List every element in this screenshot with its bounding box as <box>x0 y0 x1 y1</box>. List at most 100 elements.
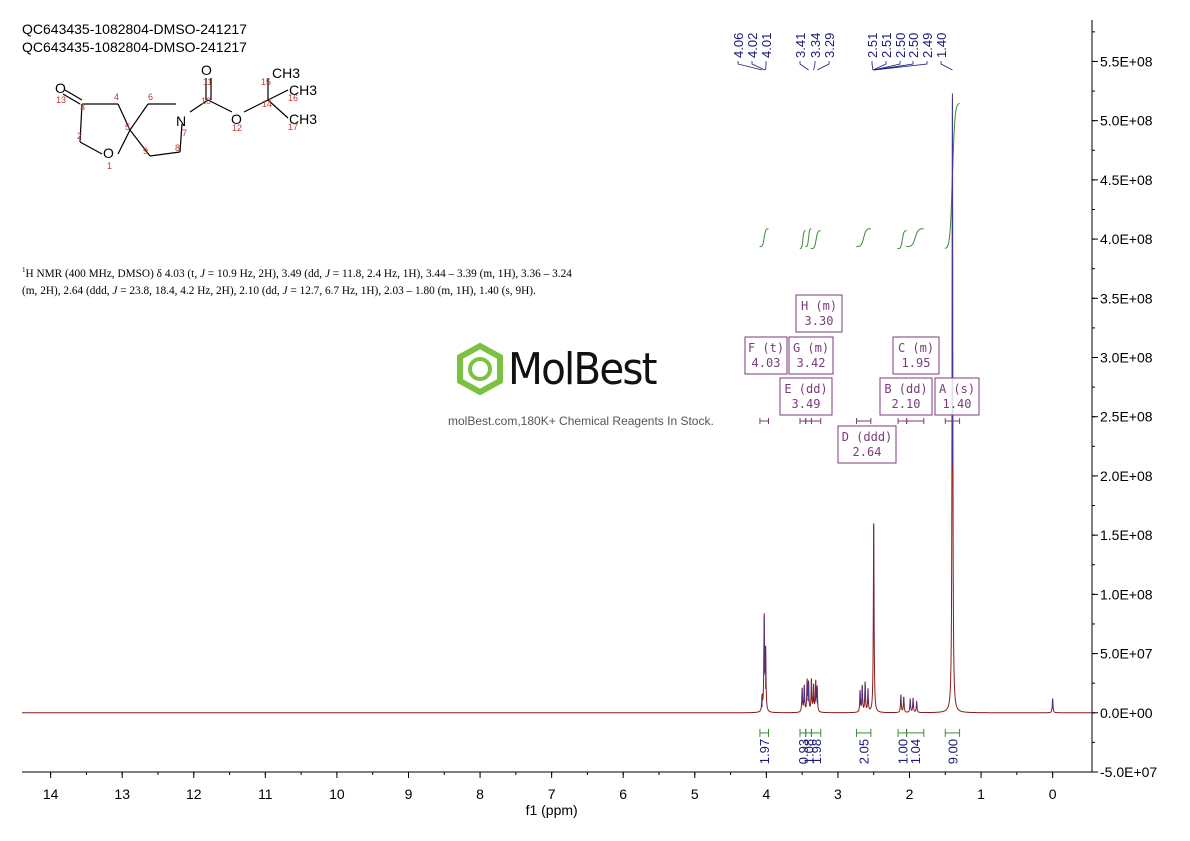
y-tick-label: 2.0E+08 <box>1100 468 1153 484</box>
peak-label: 4.06 <box>731 33 746 58</box>
x-tick-label: 12 <box>186 786 202 802</box>
molbest-logo-icon <box>457 342 503 396</box>
integral-curve <box>759 228 769 248</box>
peak-label: 2.49 <box>920 33 935 58</box>
x-tick-label: 3 <box>834 786 842 802</box>
molbest-logo-text: MolBest <box>508 344 658 395</box>
y-tick-label: 3.0E+08 <box>1100 350 1153 366</box>
atom-number: 2 <box>77 131 82 141</box>
multiplet-label: F (t) <box>748 341 784 355</box>
x-tick-label: 10 <box>329 786 345 802</box>
isotope-superscript: 1 <box>22 266 26 274</box>
peak-label: 3.34 <box>808 33 823 58</box>
multiplet-label: E (dd) <box>784 382 827 396</box>
plot-axes: 14 13 12 11 10 9 8 7 6 5 4 3 2 1 0f1 (ppm)-5.0E+070.0E… <box>22 20 1157 818</box>
coupling-j: J <box>199 267 205 280</box>
atom-number: 5 <box>125 122 130 132</box>
atom-number: 11 <box>203 77 212 87</box>
peak-label: 2.50 <box>893 33 908 58</box>
atom-number: 9 <box>143 146 148 156</box>
x-tick-label: 6 <box>619 786 627 802</box>
y-tick-label: 1.5E+08 <box>1100 527 1153 543</box>
multiplet-box <box>837 425 897 464</box>
x-axis-title: f1 (ppm) <box>526 802 578 818</box>
multiplet-shift: 3.30 <box>805 314 834 328</box>
integral-curve <box>805 228 812 248</box>
x-tick-label: 8 <box>476 786 484 802</box>
peak-label: 4.01 <box>759 33 774 58</box>
integral-curve <box>855 228 871 248</box>
multiplet-box <box>744 336 788 375</box>
y-tick-label: 5.5E+08 <box>1100 53 1153 69</box>
x-tick-label: 2 <box>906 786 914 802</box>
atom-label: N <box>176 113 186 129</box>
multiplet-label: B (dd) <box>884 382 927 396</box>
coupling-j: J <box>324 267 330 280</box>
multiplet-label: H (m) <box>801 299 837 313</box>
peak-leader-line <box>737 61 763 71</box>
integral-value: 0.93 <box>796 739 811 764</box>
atom-number: 15 <box>261 77 271 87</box>
peak-leader-line <box>799 61 809 71</box>
spectrum-trace <box>22 93 1092 714</box>
peak-leader-line <box>873 61 914 71</box>
multiplet-shift: 1.95 <box>902 356 931 370</box>
atom-label: CH3 <box>289 82 317 98</box>
atom-number: 1 <box>107 161 112 171</box>
multiplet-shift: 3.42 <box>797 356 826 370</box>
multiplet-shift: 2.64 <box>853 445 882 459</box>
y-tick-label: 4.5E+08 <box>1100 172 1153 188</box>
coupling-j: J <box>112 284 118 297</box>
y-tick-label: -5.0E+07 <box>1100 764 1157 780</box>
x-tick-label: 13 <box>114 786 130 802</box>
atom-number: 16 <box>288 93 298 103</box>
spectrum-header: QC643435-1082804-DMSO-241217 QC643435-10… <box>22 20 247 56</box>
atom-number: 6 <box>148 92 153 102</box>
peak-label: 3.41 <box>793 33 808 58</box>
atom-label: CH3 <box>272 65 300 81</box>
multiplet-label: C (m) <box>898 341 934 355</box>
y-tick-label: 2.5E+08 <box>1100 409 1153 425</box>
x-tick-label: 1 <box>977 786 985 802</box>
peak-leader-line <box>751 61 766 71</box>
peak-leader-line <box>871 61 874 71</box>
desc-segment: = 10.9 Hz, 2H), 3.49 (dd, <box>204 267 325 280</box>
y-tick-label: 1.0E+08 <box>1100 586 1153 602</box>
atom-number: 12 <box>232 123 242 133</box>
y-tick-label: 5.0E+07 <box>1100 646 1153 662</box>
peak-label-group: 4.06 4.02 4.01 3.41 3.34 3.29 2.51 2.51 2.502.50… <box>731 33 953 71</box>
multiplet-box <box>788 336 834 375</box>
atom-number: 14 <box>262 99 272 109</box>
multiplet-box <box>779 377 833 416</box>
peak-leader-line <box>874 61 928 71</box>
integral-curve <box>905 228 924 248</box>
multiplet-label: D (ddd) <box>842 430 893 444</box>
spectrum-line <box>22 97 1092 714</box>
molecule-structure <box>62 78 289 157</box>
atom-label: O <box>231 111 242 127</box>
peak-leader-line <box>873 61 901 71</box>
sample-id-line-2: QC643435-1082804-DMSO-241217 <box>22 39 247 55</box>
y-tick-label: 0.0E+00 <box>1100 705 1153 721</box>
integral-curves <box>759 102 960 250</box>
integral-value: 1.00 <box>895 739 910 764</box>
multiplet-box <box>879 377 933 416</box>
multiplet-label: G (m) <box>793 341 829 355</box>
atom-number: 7 <box>182 128 187 138</box>
integral-value: 2.05 <box>857 739 872 764</box>
peak-label: 1.40 <box>934 33 949 58</box>
multiplet-shift: 1.40 <box>943 397 972 411</box>
integral-value: 1.08 <box>802 739 817 764</box>
peak-label: 2.51 <box>879 33 894 58</box>
multiplet-shift: 4.03 <box>752 356 781 370</box>
integral-curve <box>799 230 806 250</box>
integral-value: 9.00 <box>945 739 960 764</box>
atom-number: 8 <box>175 143 180 153</box>
integral-value: 1.04 <box>908 739 923 764</box>
nmr-description: 1H NMR (400 MHz, DMSO) δ 4.03 (t, J = 10… <box>22 262 582 300</box>
y-tick-label: 4.0E+08 <box>1100 231 1153 247</box>
y-tick-label: 5.0E+08 <box>1100 113 1153 129</box>
peak-label: 2.50 <box>906 33 921 58</box>
sample-id-line-1: QC643435-1082804-DMSO-241217 <box>22 21 247 37</box>
